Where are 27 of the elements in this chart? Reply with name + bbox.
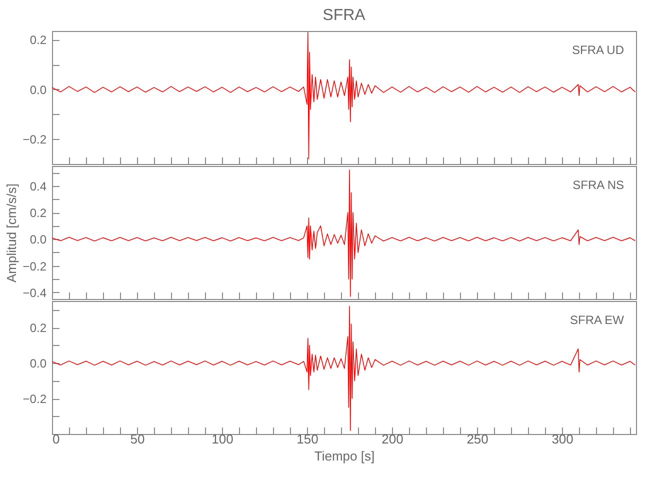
x-tick-label: 250 bbox=[466, 432, 488, 446]
annotation: SFRA UD bbox=[572, 43, 624, 57]
y-tick-label: −0.2 bbox=[22, 392, 47, 406]
annotation: SFRA NS bbox=[572, 178, 624, 192]
y-tick-label: 0.4 bbox=[30, 179, 47, 194]
x-tick-label: 0 bbox=[52, 432, 60, 446]
y-tick-label: −0.2 bbox=[22, 259, 47, 274]
y-tick-label: 0.2 bbox=[30, 206, 47, 220]
line-series bbox=[52, 32, 636, 160]
x-axis-title: Tiempo [s] bbox=[314, 448, 375, 464]
y-tick-label: 0.2 bbox=[30, 321, 47, 336]
x-tick-label: 150 bbox=[296, 432, 318, 446]
y-tick-label: −0.2 bbox=[22, 132, 47, 147]
chart-title: SFRA bbox=[322, 7, 366, 24]
y-tick-label: 0.0 bbox=[30, 82, 47, 97]
x-tick-label: 100 bbox=[212, 432, 234, 446]
y-axis-title: Amplitud [cm/s/s] bbox=[4, 184, 19, 282]
y-tick-label: 0.0 bbox=[30, 232, 47, 247]
x-tick-label: 200 bbox=[382, 432, 404, 446]
line-series bbox=[52, 170, 636, 297]
x-tick-label: 300 bbox=[552, 432, 574, 446]
x-tick-label: 50 bbox=[130, 432, 145, 446]
y-tick-label: 0.2 bbox=[30, 33, 47, 48]
y-tick-label: −0.4 bbox=[22, 286, 47, 300]
line-series bbox=[52, 306, 636, 431]
annotation: SFRA EW bbox=[570, 313, 625, 327]
y-tick-label: 0.0 bbox=[30, 356, 47, 371]
